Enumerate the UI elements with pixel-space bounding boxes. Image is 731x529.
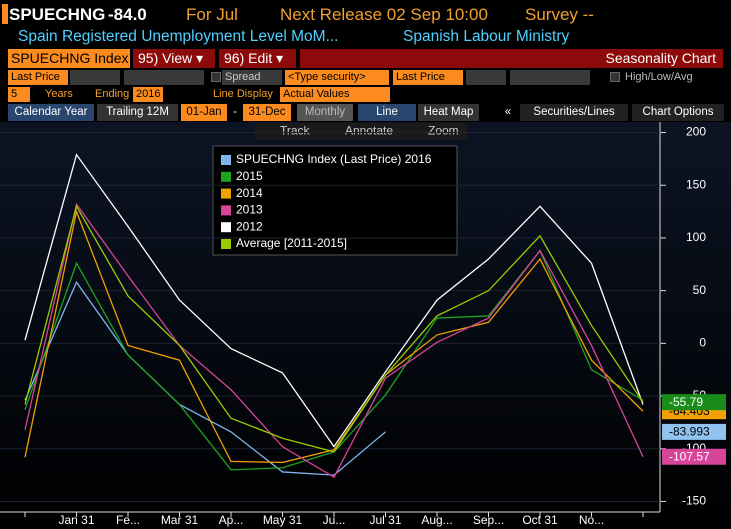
series-line [24,204,644,453]
legend-label: 2012 [236,219,263,233]
y-tick-label: 150 [686,177,706,191]
series-line [24,153,644,448]
y-tick-label: 0 [699,336,706,350]
end-label: -107.57 [669,449,710,463]
chart-tool[interactable]: Track [280,124,311,138]
security-field[interactable]: SPUECHNG Index [8,49,130,68]
x-tick-label: Ap... [219,513,244,527]
calendar-tab[interactable]: Calendar Year [8,104,94,121]
legend-label: Average [2011-2015] [236,236,347,250]
checkbox[interactable] [211,72,221,82]
release: Next Release 02 Sep 10:00 [280,5,488,24]
y-tick-label: -150 [682,494,706,508]
field1[interactable]: Last Price [8,70,68,85]
chart-name: Seasonality Chart [300,49,723,68]
field-box[interactable] [124,70,204,85]
field2[interactable]: Last Price [393,70,463,85]
x-tick-label: May 31 [263,513,303,527]
ending[interactable]: 2016 [133,87,163,102]
legend-label: SPUECHNG Index (Last Price) 2016 [236,152,432,166]
x-tick-label: Jul 31 [369,513,401,527]
checkbox[interactable] [610,72,620,82]
source: Spanish Labour Ministry [403,28,570,45]
legend-swatch [221,171,231,182]
x-tick-label: No... [579,513,604,527]
description: Spain Registered Unemployment Level MoM.… [18,28,339,45]
legend-label: 2014 [236,186,263,200]
survey: Survey -- [525,5,594,24]
line-display-label: Line Display [213,88,273,100]
heatmap-tab[interactable]: Heat Map [418,104,479,121]
legend [212,145,458,256]
period: For Jul [186,5,238,24]
years-label: Years [45,88,73,100]
last-value: -84.0 [108,5,147,24]
field-box[interactable] [510,70,590,85]
legend-swatch [221,239,231,249]
legend-swatch [221,155,231,165]
legend-swatch [221,188,231,199]
end-label-box [662,394,726,411]
series-line [24,202,644,479]
chart-tool[interactable]: Zoom [428,124,459,138]
x-tick-label: Aug... [421,513,452,527]
securities-lines[interactable]: Securities/Lines [520,104,628,121]
end-label-box [662,448,726,465]
end-label: -83.993 [669,425,710,439]
security2[interactable]: <Type security> [285,70,389,85]
line-display[interactable]: Actual Values [280,87,390,102]
end-label: -55.79 [669,395,703,409]
x-tick-label: Jan 31 [58,513,94,527]
x-tick-label: Mar 31 [161,513,199,527]
cursor [2,4,8,24]
legend-swatch [221,205,231,216]
edit-menu[interactable]: 96) Edit ▾ [219,49,296,68]
frequency[interactable]: Monthly [297,104,353,121]
y-tick-label: 200 [686,125,706,139]
spread[interactable]: Spread [222,70,282,85]
legend-label: 2015 [236,169,263,183]
field-box[interactable] [70,70,120,85]
end-date[interactable]: 31-Dec [243,104,291,121]
dash: - [233,106,237,118]
series-line [24,280,386,476]
start-date[interactable]: 01-Jan [181,104,227,121]
y-tick-label: 100 [686,230,706,244]
view-menu[interactable]: 95) View ▾ [133,49,215,68]
legend-swatch [221,222,231,233]
trailing-tab[interactable]: Trailing 12M [97,104,178,121]
years[interactable]: 5 [8,87,30,102]
ending-label: Ending [95,88,130,100]
series-line [24,209,644,464]
x-tick-label: Oct 31 [522,513,558,527]
y-tick-label: 50 [693,283,707,297]
legend-label: 2013 [236,203,263,217]
chart-tools [255,123,467,140]
x-tick-label: Ju... [323,513,346,527]
collapse[interactable]: « [504,106,512,118]
chart-tool[interactable]: Annotate [345,124,393,138]
high-low-avg[interactable]: High/Low/Avg [625,71,693,83]
line-tab[interactable]: Line [358,104,416,121]
chart-options[interactable]: Chart Options [632,104,724,121]
ticker: SPUECHNG [9,5,106,24]
x-tick-label: Fe... [116,513,140,527]
end-label-box [662,423,726,440]
field-box[interactable] [466,70,506,85]
x-tick-label: Sep... [473,513,504,527]
